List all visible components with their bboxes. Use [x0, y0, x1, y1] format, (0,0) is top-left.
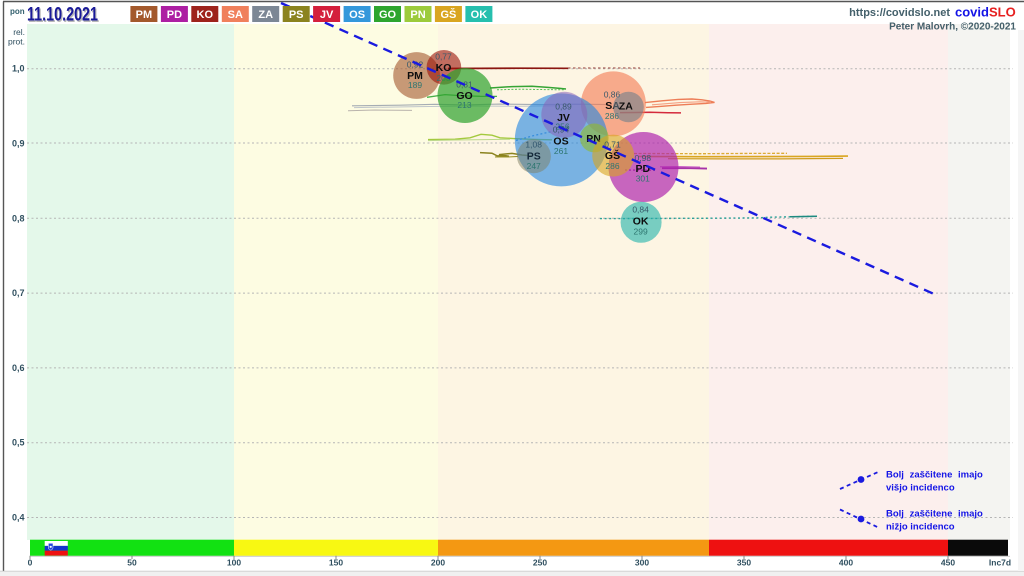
svg-text:OS: OS [349, 9, 365, 21]
svg-text:PS: PS [527, 150, 541, 162]
svg-text:KO: KO [436, 62, 452, 74]
svg-text:PD: PD [167, 9, 182, 21]
svg-text:200: 200 [431, 558, 445, 568]
svg-text:0,84: 0,84 [632, 205, 649, 215]
svg-text:OS: OS [553, 136, 568, 148]
svg-text:300: 300 [635, 558, 649, 568]
svg-text:Inc7d: Inc7d [989, 558, 1011, 568]
svg-text:247: 247 [527, 161, 541, 171]
svg-text:0,71: 0,71 [604, 140, 621, 150]
svg-text:1,08: 1,08 [525, 140, 542, 150]
svg-text:Bolj zaščitene imajo: Bolj zaščitene imajo [886, 470, 983, 481]
svg-text:ZA: ZA [258, 9, 273, 21]
svg-text:450: 450 [941, 558, 955, 568]
svg-text:299: 299 [634, 226, 648, 236]
svg-text:0,86: 0,86 [604, 90, 621, 100]
svg-text:GO: GO [379, 9, 397, 21]
svg-text:350: 350 [737, 558, 751, 568]
svg-text:Peter Malovrh, ©2020-2021: Peter Malovrh, ©2020-2021 [889, 22, 1016, 33]
svg-text:0,4: 0,4 [12, 513, 25, 523]
svg-text:ZA: ZA [619, 101, 633, 113]
svg-text:GŠ: GŠ [605, 149, 620, 162]
svg-text:0: 0 [28, 558, 33, 568]
svg-text:189: 189 [408, 80, 422, 90]
svg-text:261: 261 [554, 146, 568, 156]
svg-text:250: 250 [533, 558, 547, 568]
svg-text:JV: JV [557, 112, 570, 124]
svg-text:1,0: 1,0 [12, 64, 25, 74]
svg-text:100: 100 [227, 558, 241, 568]
svg-text:covidSLO: covidSLO [955, 5, 1016, 20]
svg-text:150: 150 [329, 558, 343, 568]
svg-text:GŠ: GŠ [440, 8, 456, 21]
svg-text:256: 256 [555, 121, 569, 131]
svg-text:11.10.2021: 11.10.2021 [27, 5, 98, 26]
svg-text:400: 400 [839, 558, 853, 568]
svg-text:0,6: 0,6 [12, 363, 25, 373]
svg-text:PN: PN [410, 9, 425, 21]
svg-text:0,9: 0,9 [12, 139, 25, 149]
svg-text:0,92: 0,92 [407, 59, 424, 69]
svg-text:50: 50 [127, 558, 137, 568]
svg-text:0,98: 0,98 [635, 153, 652, 163]
svg-text:pon: pon [10, 7, 25, 16]
svg-text:0,8: 0,8 [12, 213, 25, 223]
svg-text:prot.: prot. [8, 37, 25, 47]
svg-text:0,89: 0,89 [555, 101, 572, 111]
svg-text:Bolj zaščitene imajo: Bolj zaščitene imajo [886, 509, 983, 520]
svg-text:0,94: 0,94 [553, 125, 570, 135]
svg-text:PM: PM [407, 70, 423, 82]
svg-text:https://covidslo.net: https://covidslo.net [849, 7, 950, 19]
svg-text:PS: PS [289, 9, 304, 21]
svg-text:0,7: 0,7 [12, 288, 25, 298]
svg-text:203: 203 [436, 73, 450, 83]
svg-text:OK: OK [471, 9, 488, 21]
svg-text:KO: KO [197, 9, 214, 21]
svg-text:JV: JV [320, 9, 334, 21]
svg-text:rel.: rel. [13, 27, 25, 37]
svg-text:286: 286 [605, 111, 619, 121]
svg-text:0,5: 0,5 [12, 438, 25, 448]
svg-text:0,77: 0,77 [435, 51, 452, 61]
svg-text:nižjo incidenco: nižjo incidenco [886, 522, 955, 533]
svg-text:OK: OK [633, 216, 649, 228]
svg-text:višjo incidenco: višjo incidenco [886, 483, 955, 494]
svg-text:213: 213 [457, 100, 471, 110]
svg-text:286: 286 [605, 161, 619, 171]
svg-text:PM: PM [136, 9, 153, 21]
svg-text:301: 301 [636, 174, 650, 184]
svg-text:SA: SA [228, 9, 243, 21]
svg-text:GO: GO [456, 90, 472, 102]
